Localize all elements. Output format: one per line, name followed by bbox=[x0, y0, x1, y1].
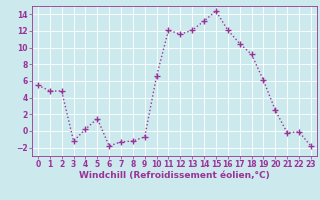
X-axis label: Windchill (Refroidissement éolien,°C): Windchill (Refroidissement éolien,°C) bbox=[79, 171, 270, 180]
